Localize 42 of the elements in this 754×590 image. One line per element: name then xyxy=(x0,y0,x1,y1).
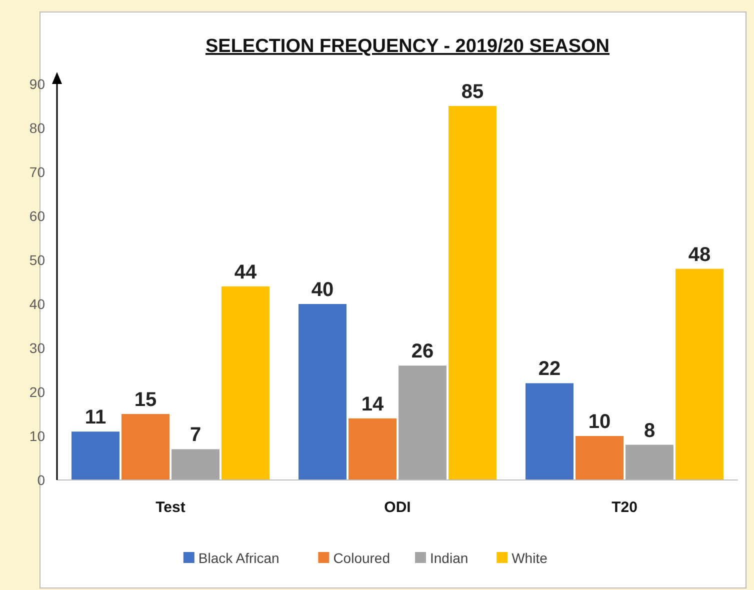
y-tick-label: 0 xyxy=(37,472,46,488)
bar xyxy=(398,366,446,480)
y-tick-label: 60 xyxy=(29,208,46,224)
data-label: 11 xyxy=(84,406,106,429)
bar xyxy=(348,418,396,480)
x-tick-label: ODI xyxy=(384,499,411,516)
data-label: 22 xyxy=(538,358,561,380)
y-tick-label: 20 xyxy=(29,384,46,400)
bar xyxy=(576,436,624,480)
legend-label: Black African xyxy=(198,550,280,566)
legend-label: Indian xyxy=(430,550,468,566)
bar xyxy=(72,432,120,480)
bar xyxy=(526,383,574,480)
data-label: 40 xyxy=(311,279,334,301)
x-tick-label: T20 xyxy=(612,499,638,516)
y-tick-label: 80 xyxy=(29,120,46,136)
bar xyxy=(676,268,724,480)
bar xyxy=(222,286,270,480)
chart-title: SELECTION FREQUENCY - 2019/20 SEASON xyxy=(205,36,610,57)
bar xyxy=(448,106,496,480)
data-label: 26 xyxy=(411,340,434,363)
data-label: 14 xyxy=(361,393,384,416)
bar xyxy=(122,414,170,480)
data-label: 48 xyxy=(688,244,711,266)
data-label: 8 xyxy=(644,420,656,442)
bar xyxy=(172,449,220,480)
data-label: 85 xyxy=(461,81,484,103)
y-tick-label: 30 xyxy=(29,340,46,356)
data-label: 15 xyxy=(134,389,157,411)
y-tick-label: 10 xyxy=(29,428,46,444)
bar xyxy=(298,304,346,480)
data-label: 44 xyxy=(234,261,258,284)
bar xyxy=(626,444,674,480)
y-tick-label: 90 xyxy=(29,76,46,92)
data-label: 7 xyxy=(190,424,202,446)
y-tick-label: 70 xyxy=(29,164,46,180)
legend-label: Coloured xyxy=(333,550,390,566)
y-tick-label: 40 xyxy=(29,296,46,312)
legend-label: White xyxy=(512,550,548,566)
y-tick-label: 50 xyxy=(29,252,46,268)
data-label: 10 xyxy=(588,411,611,433)
x-tick-label: Test xyxy=(156,499,186,516)
